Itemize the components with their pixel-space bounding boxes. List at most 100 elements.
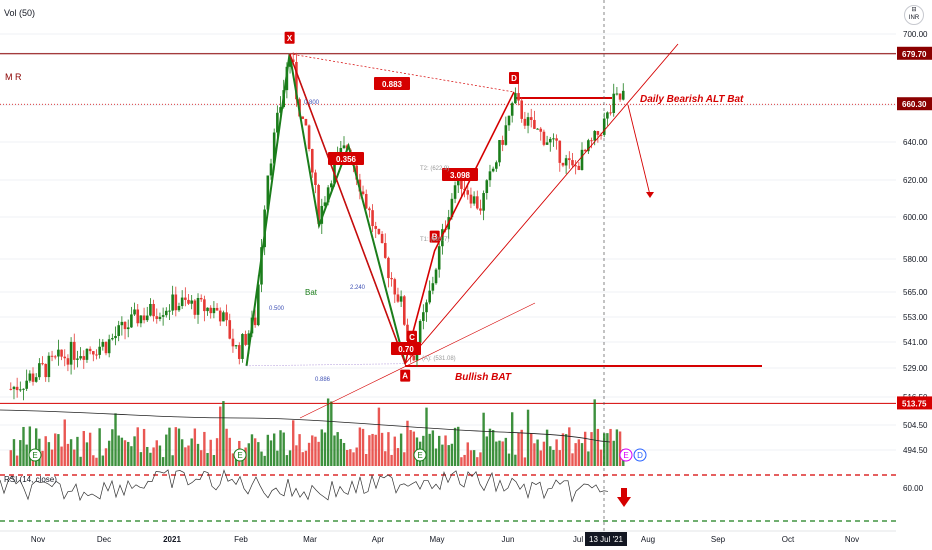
candle[interactable] <box>552 138 555 140</box>
candle[interactable] <box>472 196 476 204</box>
candle[interactable] <box>193 300 197 315</box>
candle[interactable] <box>164 310 168 316</box>
candle[interactable] <box>491 168 495 172</box>
candle[interactable] <box>88 348 92 352</box>
candle[interactable] <box>618 93 622 100</box>
candle[interactable] <box>161 315 165 317</box>
candle[interactable] <box>228 320 232 339</box>
candle[interactable] <box>548 138 552 143</box>
candle[interactable] <box>218 310 222 322</box>
candle[interactable] <box>180 297 184 307</box>
candle[interactable] <box>574 165 577 167</box>
candle[interactable] <box>38 363 41 378</box>
candle[interactable] <box>206 307 209 312</box>
price-axis[interactable]: 700.00680.00660.00640.00620.00600.00580.… <box>896 0 932 550</box>
candle[interactable] <box>418 320 422 343</box>
candle[interactable] <box>114 335 117 339</box>
candle[interactable] <box>117 325 120 336</box>
candle[interactable] <box>517 93 520 101</box>
candle[interactable] <box>177 306 181 311</box>
candle[interactable] <box>82 356 86 360</box>
candle[interactable] <box>371 210 374 227</box>
candle[interactable] <box>587 140 590 152</box>
candle[interactable] <box>272 132 276 164</box>
candle[interactable] <box>66 358 70 365</box>
candle[interactable] <box>31 373 35 382</box>
candle[interactable] <box>279 107 282 113</box>
candle[interactable] <box>580 149 584 170</box>
candle[interactable] <box>28 373 32 381</box>
candle[interactable] <box>111 338 114 340</box>
candle[interactable] <box>145 315 149 321</box>
candle[interactable] <box>187 299 190 304</box>
candle[interactable] <box>507 115 511 126</box>
candle[interactable] <box>168 310 171 312</box>
candle[interactable] <box>199 297 203 300</box>
candle[interactable] <box>25 380 28 389</box>
candle[interactable] <box>402 296 406 325</box>
candle[interactable] <box>190 300 193 304</box>
candle[interactable] <box>374 226 378 229</box>
candle[interactable] <box>529 117 533 120</box>
candle[interactable] <box>422 312 425 321</box>
candle[interactable] <box>158 316 162 319</box>
candle[interactable] <box>19 389 22 391</box>
candle[interactable] <box>561 162 565 166</box>
candle[interactable] <box>326 187 330 203</box>
candle[interactable] <box>72 341 76 360</box>
candle[interactable] <box>104 341 108 354</box>
candle[interactable] <box>257 284 260 326</box>
candle[interactable] <box>314 172 317 186</box>
candle[interactable] <box>393 279 397 295</box>
event-marker[interactable] <box>619 448 633 462</box>
candle[interactable] <box>577 165 581 170</box>
candle[interactable] <box>383 243 387 258</box>
candle[interactable] <box>320 205 324 224</box>
candle[interactable] <box>50 355 54 357</box>
event-marker[interactable] <box>633 448 647 462</box>
candle[interactable] <box>609 112 612 114</box>
event-marker[interactable] <box>233 448 247 462</box>
candle[interactable] <box>63 356 67 359</box>
candle[interactable] <box>437 246 441 270</box>
candle[interactable] <box>495 162 498 169</box>
candle[interactable] <box>441 229 444 247</box>
candle[interactable] <box>504 125 508 145</box>
candle[interactable] <box>225 312 228 321</box>
candle[interactable] <box>241 334 244 359</box>
candle[interactable] <box>47 355 51 378</box>
candle[interactable] <box>98 346 101 355</box>
candle[interactable] <box>555 138 558 141</box>
candle[interactable] <box>69 341 73 365</box>
candle[interactable] <box>536 128 539 130</box>
candle[interactable] <box>450 198 454 218</box>
candle[interactable] <box>482 193 485 211</box>
candle[interactable] <box>44 363 48 378</box>
candle[interactable] <box>558 140 562 163</box>
candle[interactable] <box>126 327 130 330</box>
candle[interactable] <box>149 303 152 316</box>
candle[interactable] <box>485 180 489 194</box>
candle[interactable] <box>453 185 457 199</box>
candle[interactable] <box>253 317 257 326</box>
candle[interactable] <box>171 294 174 311</box>
candle[interactable] <box>571 160 574 166</box>
candle[interactable] <box>342 145 346 149</box>
candle[interactable] <box>120 321 124 326</box>
candle[interactable] <box>203 299 206 312</box>
candle[interactable] <box>215 307 219 311</box>
candle[interactable] <box>390 278 393 280</box>
candle[interactable] <box>76 358 79 360</box>
candle[interactable] <box>85 348 89 360</box>
candle[interactable] <box>304 118 308 126</box>
candle[interactable] <box>526 117 530 126</box>
candle[interactable] <box>22 388 25 390</box>
candle[interactable] <box>136 309 140 324</box>
candle[interactable] <box>60 349 63 357</box>
candle[interactable] <box>95 354 98 356</box>
candle[interactable] <box>295 61 298 100</box>
candle[interactable] <box>142 315 146 321</box>
currency-button[interactable]: ⊟ INR <box>904 5 924 25</box>
candle[interactable] <box>291 59 295 62</box>
